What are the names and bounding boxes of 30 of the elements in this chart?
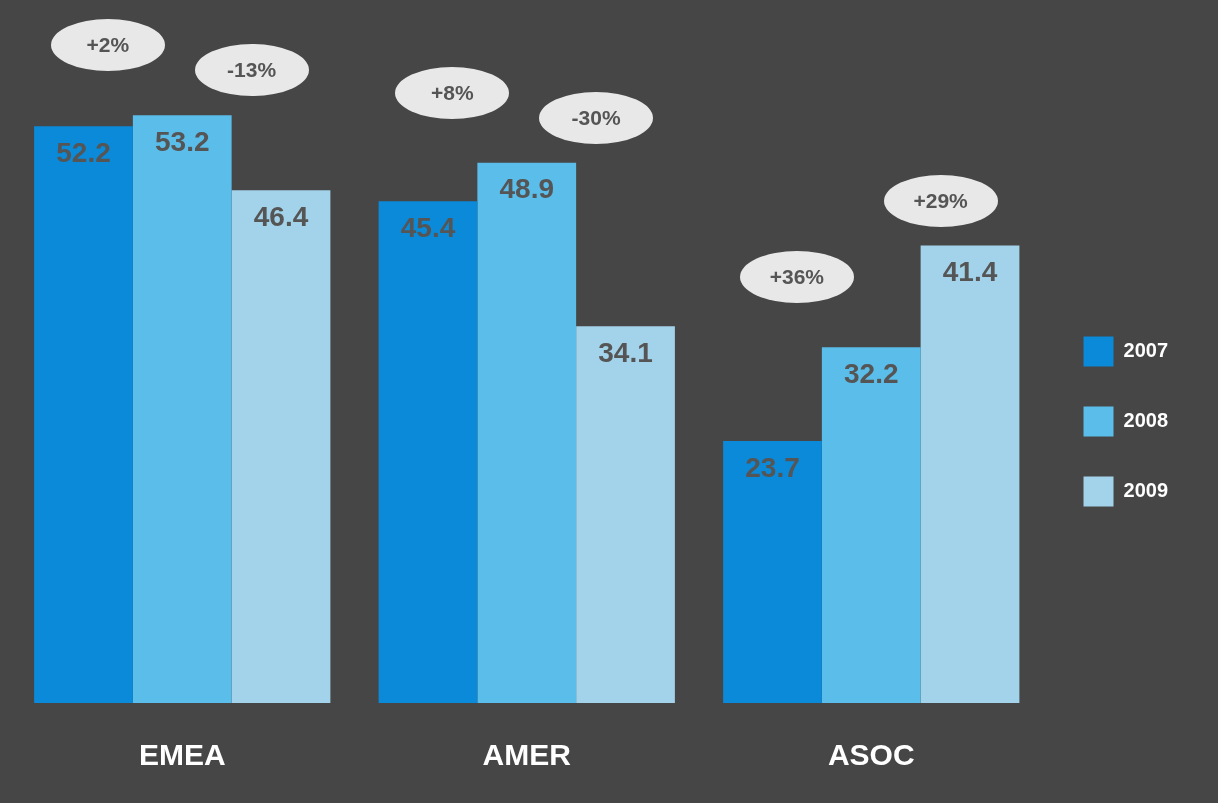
- bar: [723, 441, 822, 703]
- data-label: 45.4: [400, 212, 456, 244]
- data-label: 34.1: [598, 336, 653, 368]
- bar: [132, 115, 232, 703]
- text: +2%: [86, 33, 130, 58]
- x-tick-label: ASOC: [827, 738, 915, 772]
- legend-label: 2007: [1123, 339, 1169, 362]
- text: +8%: [431, 80, 474, 105]
- text: -13%: [227, 58, 277, 83]
- x-tick-label: AMER: [482, 738, 572, 772]
- annotation: -30%: [571, 105, 621, 130]
- data-label: 48.9: [499, 173, 554, 205]
- annotation: +29%: [913, 188, 968, 213]
- data-label: 46.4: [253, 201, 309, 232]
- legend-label: 2009: [1123, 479, 1169, 502]
- legend-label: 2008: [1123, 409, 1169, 432]
- data-label: 32.2: [844, 357, 899, 389]
- bar: [821, 347, 921, 703]
- bar: [920, 245, 1020, 703]
- bar: [477, 162, 577, 703]
- bar: [231, 190, 331, 703]
- x-tick-label: EMEA: [138, 738, 226, 772]
- data-label: 23.7: [745, 451, 800, 483]
- data-label: 41.4: [942, 256, 998, 288]
- bar: [34, 126, 133, 703]
- annotation: +36%: [769, 265, 825, 290]
- data-label: 53.2: [155, 125, 210, 157]
- bar: [378, 201, 478, 703]
- data-label: 52.2: [56, 136, 111, 168]
- bar: [576, 326, 675, 703]
